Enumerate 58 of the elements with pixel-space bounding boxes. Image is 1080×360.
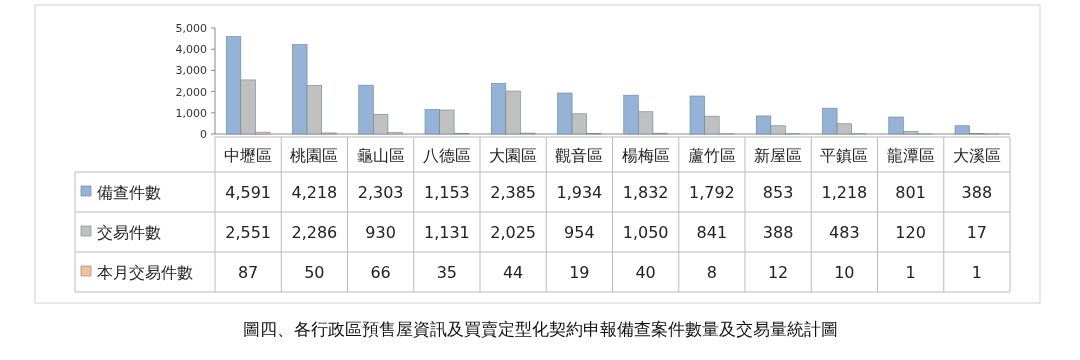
x-tick-label: 中壢區 bbox=[224, 145, 273, 165]
data-label: 1,792 bbox=[688, 183, 735, 202]
y-tick-label: 5,000 bbox=[175, 22, 207, 35]
data-label: 1 bbox=[905, 263, 916, 282]
y-tick-label: 4,000 bbox=[175, 43, 207, 57]
x-tick-label: 新屋區 bbox=[754, 145, 803, 165]
y-tick-label: 2,000 bbox=[175, 85, 207, 99]
data-label: 483 bbox=[829, 223, 860, 242]
data-label: 120 bbox=[895, 223, 926, 242]
data-label: 954 bbox=[564, 223, 595, 242]
data-label: 1 bbox=[971, 263, 982, 282]
data-label: 1,218 bbox=[821, 183, 868, 202]
data-label: 388 bbox=[961, 183, 993, 202]
x-tick-label: 桃園區 bbox=[290, 145, 339, 165]
text: 圖四、各行政區預售屋資訊及買賣定型化契約申報備查案件數量及交易量統計圖 bbox=[242, 319, 838, 339]
data-label: 17 bbox=[966, 223, 988, 242]
x-tick-label: 八德區 bbox=[422, 145, 471, 165]
data-label: 930 bbox=[365, 223, 396, 242]
data-label: 50 bbox=[304, 263, 325, 282]
y-tick-label: 1,000 bbox=[175, 106, 207, 120]
data-label: 8 bbox=[706, 263, 717, 282]
data-label: 4,218 bbox=[291, 183, 338, 202]
data-label: 44 bbox=[502, 263, 524, 282]
data-label: 19 bbox=[569, 263, 590, 282]
data-label: 66 bbox=[370, 263, 391, 282]
data-label: 35 bbox=[436, 263, 458, 282]
x-tick-label: 大園區 bbox=[489, 145, 538, 165]
legend-label: 本月交易件數 bbox=[97, 263, 193, 282]
data-label: 388 bbox=[762, 223, 794, 242]
y-tick-label: 0 bbox=[200, 128, 207, 141]
data-label: 87 bbox=[237, 263, 259, 282]
data-label: 2,286 bbox=[291, 223, 338, 242]
x-tick-label: 楊梅區 bbox=[621, 145, 670, 165]
x-tick-label: 蘆竹區 bbox=[687, 145, 736, 165]
data-label: 1,153 bbox=[423, 183, 470, 202]
data-label: 2,551 bbox=[225, 223, 272, 242]
data-label: 1,131 bbox=[423, 223, 470, 242]
legend-label: 備查件數 bbox=[97, 183, 161, 202]
x-tick-label: 龍潭區 bbox=[886, 145, 935, 165]
data-label: 12 bbox=[767, 263, 789, 282]
data-label: 2,025 bbox=[490, 223, 537, 242]
data-label: 853 bbox=[762, 183, 794, 202]
data-label: 2,303 bbox=[357, 183, 404, 202]
data-label: 4,591 bbox=[225, 183, 272, 202]
data-label: 1,832 bbox=[622, 183, 669, 202]
data-label: 2,385 bbox=[490, 183, 537, 202]
y-tick-label: 3,000 bbox=[175, 64, 207, 78]
data-label: 801 bbox=[895, 183, 926, 202]
legend-label: 交易件數 bbox=[97, 223, 161, 242]
x-tick-label: 平鎮區 bbox=[820, 145, 869, 165]
x-tick-label: 大溪區 bbox=[952, 145, 1001, 165]
data-label: 1,050 bbox=[622, 223, 669, 242]
data-label: 841 bbox=[696, 223, 728, 242]
data-label: 10 bbox=[834, 263, 855, 282]
x-tick-label: 龜山區 bbox=[356, 145, 405, 165]
x-tick-label: 觀音區 bbox=[555, 145, 604, 165]
data-label: 1,934 bbox=[556, 183, 603, 202]
data-label: 40 bbox=[635, 263, 656, 282]
